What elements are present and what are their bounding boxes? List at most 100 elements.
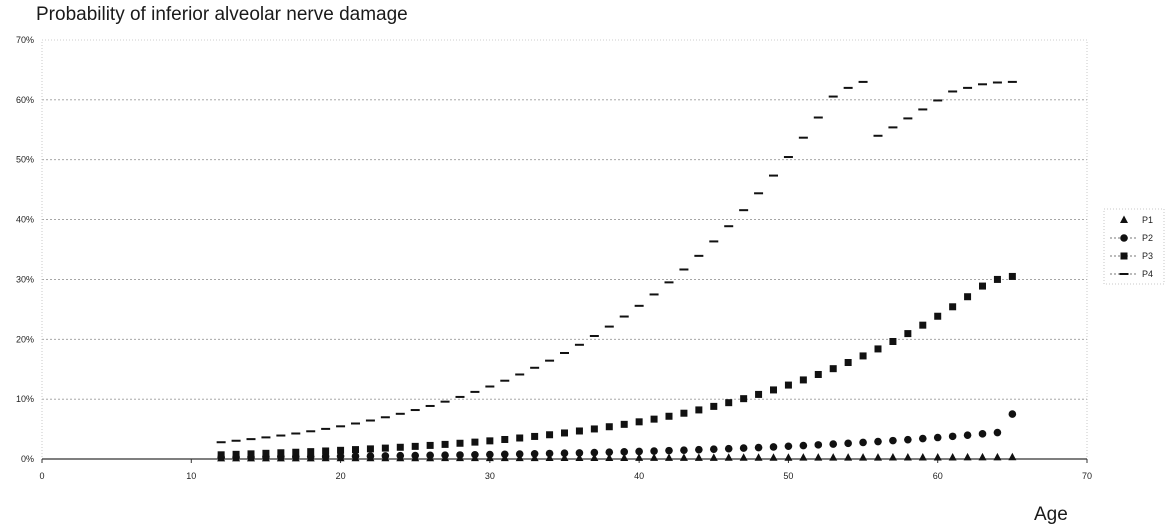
point-p3 xyxy=(859,352,867,360)
point-p3 xyxy=(471,438,479,446)
point-p3 xyxy=(814,370,822,378)
point-p4 xyxy=(530,366,540,369)
point-p2 xyxy=(396,451,405,460)
point-p3 xyxy=(919,321,927,329)
x-tick-label: 30 xyxy=(485,471,495,481)
point-p2 xyxy=(426,451,434,460)
point-p3 xyxy=(650,415,658,423)
point-p1 xyxy=(620,453,629,461)
point-p4 xyxy=(828,95,838,98)
point-p4 xyxy=(783,156,793,159)
point-p3 xyxy=(1008,272,1016,280)
point-p2 xyxy=(605,448,614,456)
point-p3 xyxy=(874,345,882,353)
point-p4 xyxy=(798,136,808,139)
point-p3 xyxy=(755,390,763,398)
point-p3 xyxy=(411,442,419,450)
point-p3 xyxy=(620,420,628,428)
point-p4 xyxy=(918,108,928,111)
y-tick-label: 70% xyxy=(16,35,34,45)
point-p4 xyxy=(679,268,689,271)
point-p1 xyxy=(1008,452,1017,461)
point-p2 xyxy=(784,442,793,451)
point-p3 xyxy=(904,330,912,338)
legend-label-p3: P3 xyxy=(1142,251,1153,261)
point-p2 xyxy=(456,451,464,459)
point-p4 xyxy=(336,425,346,428)
point-p3 xyxy=(456,439,464,447)
point-p1 xyxy=(784,453,793,461)
point-p4 xyxy=(933,99,943,102)
point-p2 xyxy=(978,430,987,438)
point-p2 xyxy=(799,441,808,450)
point-p4 xyxy=(276,434,286,437)
point-p1 xyxy=(903,453,912,461)
point-p2 xyxy=(351,452,360,460)
point-p4 xyxy=(843,86,853,89)
point-p3 xyxy=(725,399,733,407)
point-p4 xyxy=(545,359,555,362)
point-p1 xyxy=(978,452,987,461)
x-tick-label: 10 xyxy=(186,471,196,481)
point-p4 xyxy=(515,373,525,376)
y-tick-label: 10% xyxy=(16,394,34,404)
point-p3 xyxy=(307,448,315,456)
point-p3 xyxy=(829,365,837,373)
point-p4 xyxy=(634,304,644,307)
point-p4 xyxy=(769,174,778,177)
point-p1 xyxy=(829,453,838,461)
point-p2 xyxy=(859,438,867,447)
point-p4 xyxy=(365,419,375,422)
point-p2 xyxy=(844,439,852,448)
point-p1 xyxy=(963,452,972,461)
point-p3 xyxy=(232,450,240,458)
point-p2 xyxy=(366,452,375,460)
point-p2 xyxy=(650,447,658,455)
point-p3 xyxy=(740,395,748,403)
legend: P1 P2 P3 P4 xyxy=(1103,208,1165,285)
point-p4 xyxy=(425,404,435,407)
point-p4 xyxy=(216,441,226,444)
point-p4 xyxy=(992,81,1002,84)
legend-label-p4: P4 xyxy=(1142,269,1153,279)
point-p1 xyxy=(724,453,733,461)
x-tick-label: 40 xyxy=(634,471,644,481)
legend-label-p2: P2 xyxy=(1142,233,1153,243)
point-p2 xyxy=(680,446,688,455)
series-p2 xyxy=(217,410,1017,462)
point-p4 xyxy=(963,86,973,89)
point-p3 xyxy=(501,435,509,443)
point-p2 xyxy=(993,428,1002,437)
point-p4 xyxy=(604,325,614,328)
point-p2 xyxy=(411,451,420,460)
point-p3 xyxy=(337,446,345,454)
point-p4 xyxy=(291,432,301,435)
x-tick-label: 50 xyxy=(783,471,793,481)
point-p1 xyxy=(739,453,748,461)
chart-title: Probability of inferior alveolar nerve d… xyxy=(36,4,408,25)
y-tick-label: 50% xyxy=(16,155,34,165)
point-p2 xyxy=(665,446,673,455)
point-p2 xyxy=(889,436,897,445)
point-p1 xyxy=(799,453,808,461)
point-p3 xyxy=(635,418,643,426)
point-p4 xyxy=(739,209,749,212)
point-p4 xyxy=(560,351,569,354)
point-p4 xyxy=(380,416,390,419)
point-p3 xyxy=(366,445,374,453)
point-p4 xyxy=(813,116,823,119)
point-p1 xyxy=(754,453,763,461)
point-p2 xyxy=(545,449,554,458)
point-p2 xyxy=(590,448,599,457)
point-p3 xyxy=(979,282,986,290)
point-p1 xyxy=(590,453,599,461)
series-layer xyxy=(216,80,1017,462)
y-tick-label: 60% xyxy=(16,95,34,105)
point-p2 xyxy=(918,434,927,443)
point-p4 xyxy=(589,334,599,337)
point-p2 xyxy=(486,450,494,459)
point-p4 xyxy=(231,439,241,442)
point-p2 xyxy=(695,445,703,454)
point-p4 xyxy=(1007,80,1017,83)
